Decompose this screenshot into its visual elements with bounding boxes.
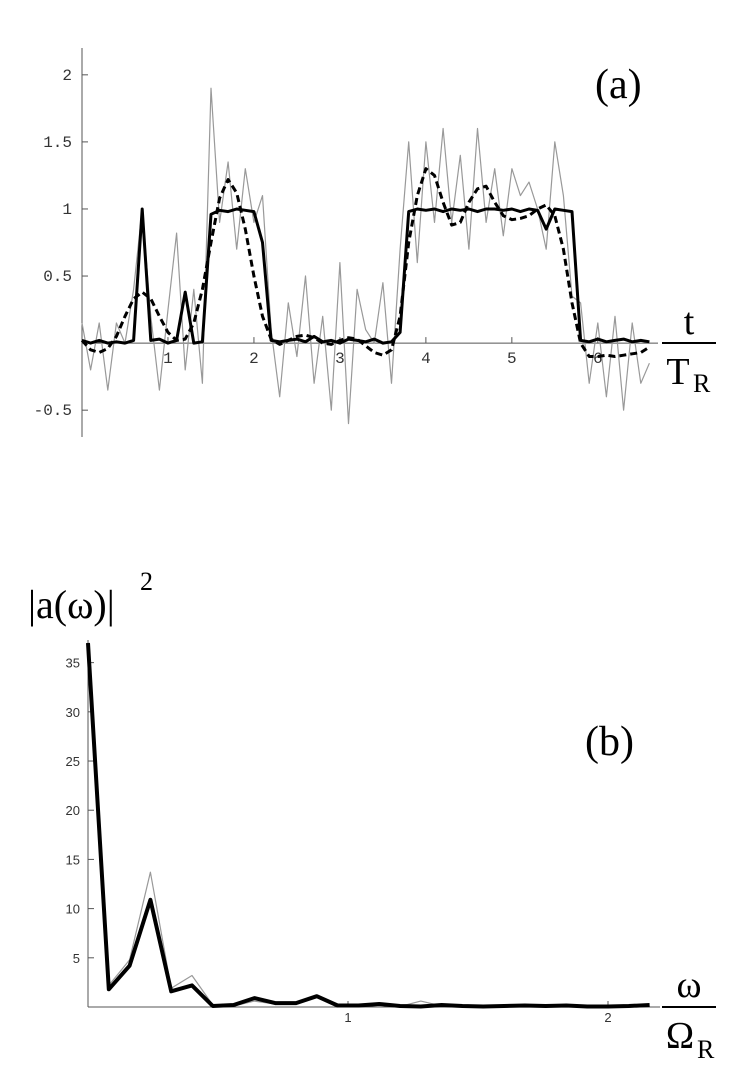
y-label-superscript: 2: [140, 567, 153, 596]
y-tick-label: 1: [62, 201, 72, 219]
x-label-subscript: R: [693, 369, 711, 398]
y-tick-label: 15: [66, 852, 80, 867]
x-tick-label: 2: [604, 1010, 611, 1025]
y-tick-label: -0.5: [34, 402, 72, 420]
y-label: |a(ω)|: [28, 582, 115, 627]
x-label-denominator: Ω: [666, 1015, 694, 1057]
y-tick-label: 0.5: [43, 268, 72, 286]
y-tick-label: 20: [66, 803, 80, 818]
y-tick-label: 2: [62, 67, 72, 85]
data-line: [81, 87, 650, 425]
x-tick-label: 1: [163, 350, 173, 368]
data-line: [80, 167, 651, 358]
x-tick-label: 2: [249, 350, 259, 368]
panel-label: (a): [595, 62, 642, 108]
x-label-denominator: T: [666, 351, 689, 393]
y-tick-label: 10: [66, 902, 80, 917]
x-tick-label: 3: [335, 350, 345, 368]
x-label-numerator: ω: [676, 964, 701, 1006]
panel-label: (b): [585, 719, 634, 765]
y-tick-label: 30: [66, 705, 80, 720]
data-line: [87, 642, 650, 1008]
x-tick-label: 1: [344, 1010, 351, 1025]
x-tick-label: 4: [421, 350, 431, 368]
x-tick-label: 6: [593, 350, 603, 368]
x-label-numerator: t: [684, 301, 695, 343]
y-tick-label: 1.5: [43, 134, 72, 152]
x-tick-label: 5: [507, 350, 517, 368]
x-label-subscript: R: [697, 1035, 715, 1064]
y-tick-label: 35: [66, 656, 80, 671]
y-tick-label: 5: [73, 951, 80, 966]
y-tick-label: 25: [66, 754, 80, 769]
data-line: [86, 642, 650, 1009]
